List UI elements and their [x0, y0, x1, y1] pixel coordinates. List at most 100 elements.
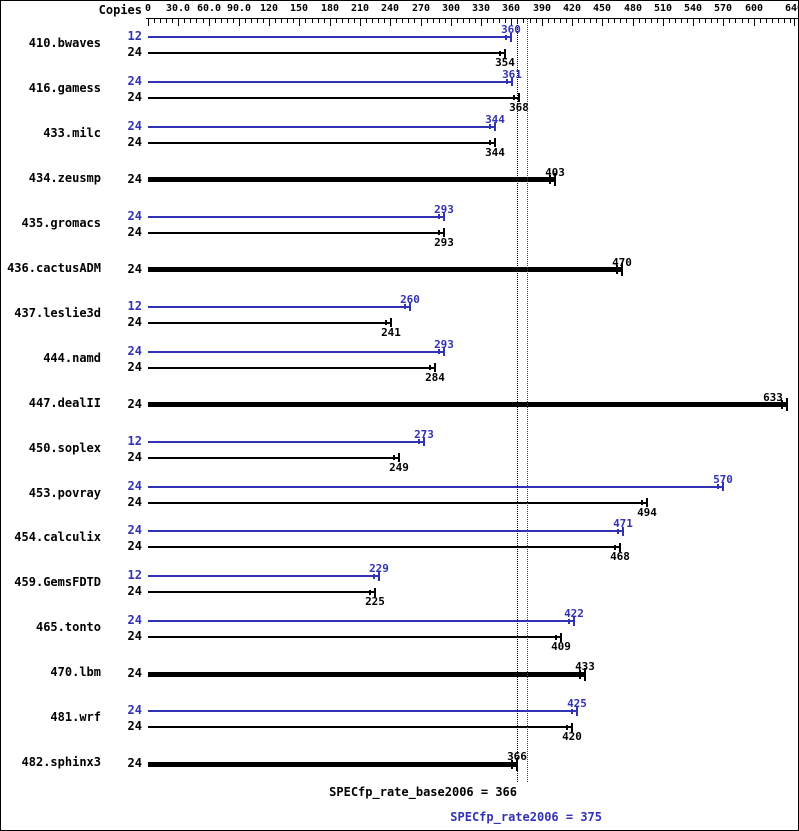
- bar-value-label: 403: [545, 166, 565, 179]
- axis-minor-tick: [354, 19, 355, 23]
- bar-value-label: 361: [502, 68, 522, 81]
- axis-minor-tick: [651, 19, 652, 23]
- benchmark-label: 459.GemsFDTD: [14, 575, 101, 589]
- axis-major-tick: [360, 19, 361, 26]
- benchmark-label: 436.cactusADM: [7, 261, 101, 275]
- axis-major-tick: [421, 19, 422, 26]
- axis-major-tick: [178, 19, 179, 26]
- axis-minor-tick: [475, 19, 476, 23]
- bar-median-tick: [489, 124, 491, 129]
- copies-value: 24: [127, 629, 142, 643]
- copies-value: 24: [127, 756, 142, 770]
- copies-value: 24: [127, 360, 142, 374]
- bar-value-label: 368: [509, 101, 529, 114]
- copies-value: 24: [127, 703, 142, 717]
- copies-value: 24: [127, 539, 142, 553]
- bar-median-tick: [499, 51, 501, 56]
- bar-base: [148, 267, 622, 272]
- bar-base: [148, 457, 399, 459]
- axis-tick-label: 330: [471, 3, 491, 14]
- axis-minor-tick: [433, 19, 434, 23]
- bar-median-tick: [505, 35, 507, 40]
- copies-value: 12: [127, 568, 142, 582]
- axis-minor-tick: [590, 19, 591, 23]
- axis-minor-tick: [626, 19, 627, 23]
- bar-median-tick: [404, 304, 406, 309]
- axis-tick-label: 30.0: [165, 3, 191, 14]
- bar-base: [148, 322, 391, 324]
- axis-minor-tick: [408, 19, 409, 23]
- bar-peak: [148, 486, 723, 488]
- bar-median-tick: [571, 709, 573, 714]
- axis-major-tick: [602, 19, 603, 26]
- bar-peak: [148, 351, 444, 353]
- bar-median-tick: [617, 529, 619, 534]
- axis-minor-tick: [620, 19, 621, 23]
- axis-major-tick: [693, 19, 694, 26]
- axis-minor-tick: [463, 19, 464, 23]
- bar-median-tick: [717, 484, 719, 489]
- peak-rate-result-label: SPECfp_rate2006 = 375: [450, 810, 602, 824]
- bar-end-tick: [494, 138, 496, 147]
- bar-base: [148, 402, 787, 407]
- bar-median-tick: [489, 140, 491, 145]
- benchmark-label: 434.zeusmp: [28, 171, 101, 185]
- axis-minor-tick: [681, 19, 682, 23]
- bar-value-label: 344: [485, 113, 505, 126]
- bar-end-tick: [434, 363, 436, 372]
- bar-median-tick: [393, 455, 395, 460]
- copies-column-header: Copies: [98, 3, 142, 17]
- copies-value: 24: [127, 523, 142, 537]
- axis-minor-tick: [748, 19, 749, 23]
- bar-peak: [148, 441, 424, 443]
- bar-median-tick: [511, 760, 513, 769]
- bar-base: [148, 367, 435, 369]
- axis-minor-tick: [312, 19, 313, 23]
- axis-tick-label: 420: [562, 3, 582, 14]
- axis-tick-label: 120: [259, 3, 279, 14]
- copies-value: 24: [127, 90, 142, 104]
- axis-minor-tick: [251, 19, 252, 23]
- bar-median-tick: [641, 500, 643, 505]
- axis-minor-tick: [203, 19, 204, 23]
- axis-minor-tick: [645, 19, 646, 23]
- axis-minor-tick: [378, 19, 379, 23]
- axis-line: [146, 18, 798, 19]
- axis-minor-tick: [596, 19, 597, 23]
- bar-median-tick: [781, 400, 783, 409]
- axis-major-tick: [754, 19, 755, 26]
- benchmark-label: 482.sphinx3: [21, 755, 101, 769]
- axis-minor-tick: [742, 19, 743, 23]
- axis-minor-tick: [402, 19, 403, 23]
- benchmark-label: 433.milc: [43, 126, 101, 140]
- bar-base: [148, 97, 519, 99]
- bar-peak: [148, 530, 623, 532]
- bar-median-tick: [438, 349, 440, 354]
- bar-median-tick: [373, 574, 375, 579]
- bar-value-label: 420: [562, 730, 582, 743]
- axis-minor-tick: [366, 19, 367, 23]
- bar-base: [148, 672, 585, 677]
- axis-major-tick: [572, 19, 573, 26]
- benchmark-label: 437.leslie3d: [14, 306, 101, 320]
- bar-end-tick: [443, 212, 445, 221]
- axis-minor-tick: [499, 19, 500, 23]
- axis-minor-tick: [548, 19, 549, 23]
- axis-minor-tick: [687, 19, 688, 23]
- bar-end-tick: [576, 707, 578, 716]
- axis-minor-tick: [287, 19, 288, 23]
- bar-median-tick: [614, 545, 616, 550]
- axis-major-tick: [723, 19, 724, 26]
- bar-end-tick: [443, 347, 445, 356]
- bar-value-label: 249: [389, 461, 409, 474]
- axis-tick-label: 270: [411, 3, 431, 14]
- bar-end-tick: [722, 482, 724, 491]
- axis-minor-tick: [342, 19, 343, 23]
- copies-value: 24: [127, 119, 142, 133]
- axis-minor-tick: [578, 19, 579, 23]
- copies-value: 24: [127, 172, 142, 186]
- bar-value-label: 225: [365, 595, 385, 608]
- axis-minor-tick: [227, 19, 228, 23]
- bar-value-label: 284: [425, 371, 445, 384]
